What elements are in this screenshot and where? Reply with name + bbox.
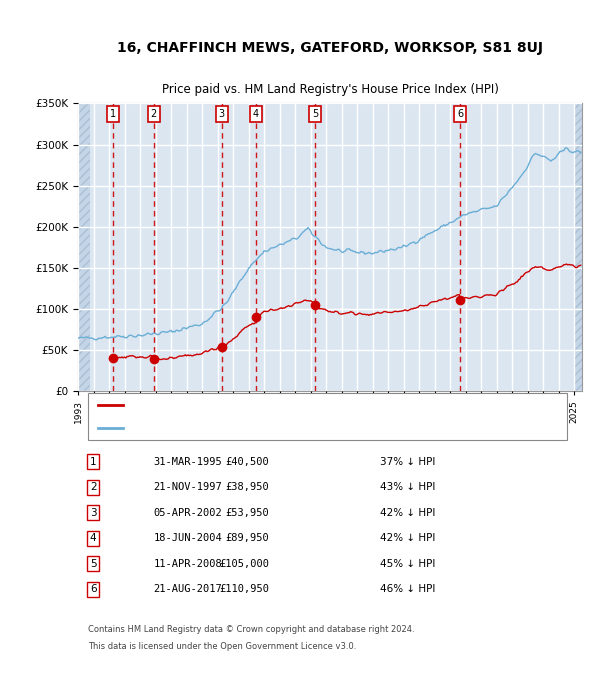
Text: 3: 3 (218, 109, 225, 119)
Text: 42% ↓ HPI: 42% ↓ HPI (380, 533, 436, 543)
Text: This data is licensed under the Open Government Licence v3.0.: This data is licensed under the Open Gov… (88, 642, 356, 651)
Text: 1: 1 (110, 109, 116, 119)
Text: 31-MAR-1995: 31-MAR-1995 (154, 456, 223, 466)
Text: 2: 2 (151, 109, 157, 119)
Text: £40,500: £40,500 (226, 456, 269, 466)
Text: 4: 4 (253, 109, 259, 119)
Text: 4: 4 (90, 533, 97, 543)
Bar (78, 103, 89, 391)
Text: Price paid vs. HM Land Registry's House Price Index (HPI): Price paid vs. HM Land Registry's House … (161, 83, 499, 96)
Text: 05-APR-2002: 05-APR-2002 (154, 508, 223, 517)
Text: £38,950: £38,950 (226, 482, 269, 492)
Text: HPI: Average price, detached house, Bassetlaw: HPI: Average price, detached house, Bass… (133, 424, 346, 432)
Text: 5: 5 (90, 559, 97, 569)
Text: 46% ↓ HPI: 46% ↓ HPI (380, 584, 436, 594)
Text: 5: 5 (312, 109, 318, 119)
Text: 3: 3 (90, 508, 97, 517)
Text: 37% ↓ HPI: 37% ↓ HPI (380, 456, 436, 466)
Bar (574, 103, 582, 391)
FancyBboxPatch shape (88, 392, 567, 440)
Text: £89,950: £89,950 (226, 533, 269, 543)
Text: 45% ↓ HPI: 45% ↓ HPI (380, 559, 436, 569)
Text: 6: 6 (457, 109, 463, 119)
Text: 43% ↓ HPI: 43% ↓ HPI (380, 482, 436, 492)
Text: 2: 2 (90, 482, 97, 492)
Text: 18-JUN-2004: 18-JUN-2004 (154, 533, 223, 543)
Text: 21-AUG-2017: 21-AUG-2017 (154, 584, 223, 594)
Text: £110,950: £110,950 (220, 584, 269, 594)
Text: 11-APR-2008: 11-APR-2008 (154, 559, 223, 569)
Text: 42% ↓ HPI: 42% ↓ HPI (380, 508, 436, 517)
Text: £105,000: £105,000 (220, 559, 269, 569)
Text: 16, CHAFFINCH MEWS, GATEFORD, WORKSOP, S81 8UJ: 16, CHAFFINCH MEWS, GATEFORD, WORKSOP, S… (117, 41, 543, 55)
Text: 1: 1 (90, 456, 97, 466)
Text: 16, CHAFFINCH MEWS, GATEFORD, WORKSOP, S81 8UJ (detached house): 16, CHAFFINCH MEWS, GATEFORD, WORKSOP, S… (133, 401, 463, 410)
Text: Contains HM Land Registry data © Crown copyright and database right 2024.: Contains HM Land Registry data © Crown c… (88, 624, 415, 634)
Text: 6: 6 (90, 584, 97, 594)
Text: 21-NOV-1997: 21-NOV-1997 (154, 482, 223, 492)
Text: £53,950: £53,950 (226, 508, 269, 517)
